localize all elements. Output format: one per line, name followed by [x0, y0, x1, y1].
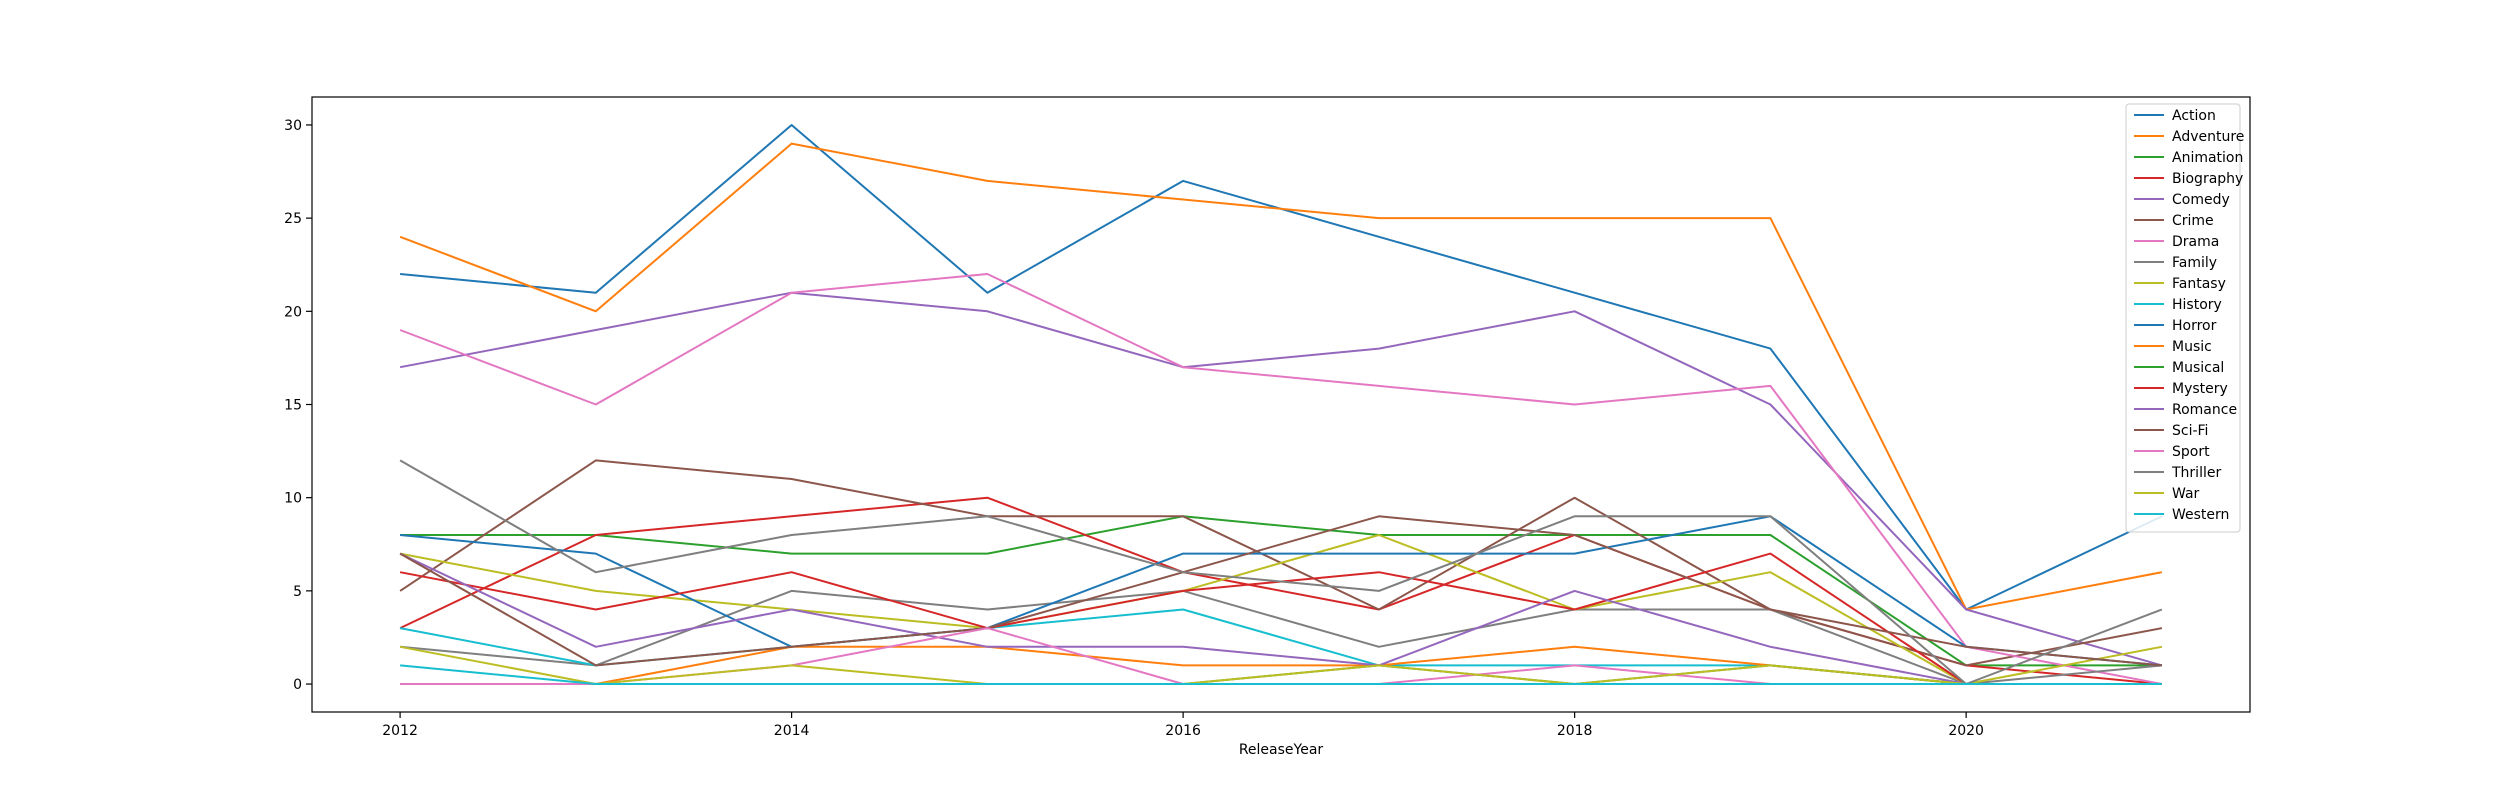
x-tick-label: 2018 — [1557, 723, 1593, 739]
series-line-adventure — [399, 142, 2163, 611]
y-tick-label: 25 — [284, 211, 302, 227]
legend-label-mystery: Mystery — [2172, 381, 2228, 397]
series-line-romance — [399, 552, 2162, 685]
legend-label-sci-fi: Sci-Fi — [2172, 423, 2208, 439]
x-axis: 2012 2014 2016 2018 2020 — [382, 712, 1984, 739]
y-tick-label: 15 — [284, 398, 302, 414]
legend-label-horror: Horror — [2172, 318, 2217, 334]
x-tick-label: 2020 — [1948, 723, 1984, 739]
y-tick-label: 0 — [293, 677, 302, 693]
series-line-drama — [399, 273, 2163, 685]
legend-label-biography: Biography — [2172, 171, 2243, 187]
legend-label-adventure: Adventure — [2172, 129, 2244, 145]
x-axis-label: ReleaseYear — [1239, 742, 1324, 758]
legend-label-action: Action — [2172, 108, 2216, 124]
legend-label-music: Music — [2172, 339, 2212, 355]
series-line-horror — [400, 515, 2162, 667]
legend-label-animation: Animation — [2172, 150, 2243, 166]
legend-label-crime: Crime — [2172, 213, 2214, 229]
legend-label-western: Western — [2172, 507, 2229, 523]
y-tick-label: 30 — [284, 118, 302, 134]
series-line-western — [400, 664, 2162, 685]
y-tick-label: 20 — [284, 304, 302, 320]
x-tick-label: 2016 — [1165, 723, 1201, 739]
plot-lines — [399, 124, 2163, 685]
legend-label-family: Family — [2172, 255, 2217, 271]
legend-label-war: War — [2172, 486, 2200, 502]
legend-label-fantasy: Fantasy — [2172, 276, 2226, 292]
legend-label-musical: Musical — [2172, 360, 2224, 376]
x-tick-label: 2012 — [382, 723, 418, 739]
series-line-sci-fi — [399, 515, 2162, 667]
series-line-thriller — [399, 459, 2163, 685]
legend-label-romance: Romance — [2172, 402, 2237, 418]
y-tick-label: 5 — [293, 584, 302, 600]
legend: Action Adventure Animation Biography Comedy C… — [2125, 103, 2244, 533]
legend-box — [2125, 103, 2241, 533]
legend-label-drama: Drama — [2172, 234, 2219, 250]
y-axis: 0 5 10 15 20 25 30 — [284, 118, 312, 693]
legend-label-thriller: Thriller — [2171, 465, 2221, 481]
y-tick-label: 10 — [284, 491, 302, 507]
legend-label-comedy: Comedy — [2172, 192, 2230, 208]
series-line-comedy — [399, 291, 2163, 667]
x-tick-label: 2014 — [774, 723, 810, 739]
legend-label-history: History — [2172, 297, 2222, 313]
series-line-war — [399, 645, 2162, 685]
legend-label-sport: Sport — [2172, 444, 2210, 460]
